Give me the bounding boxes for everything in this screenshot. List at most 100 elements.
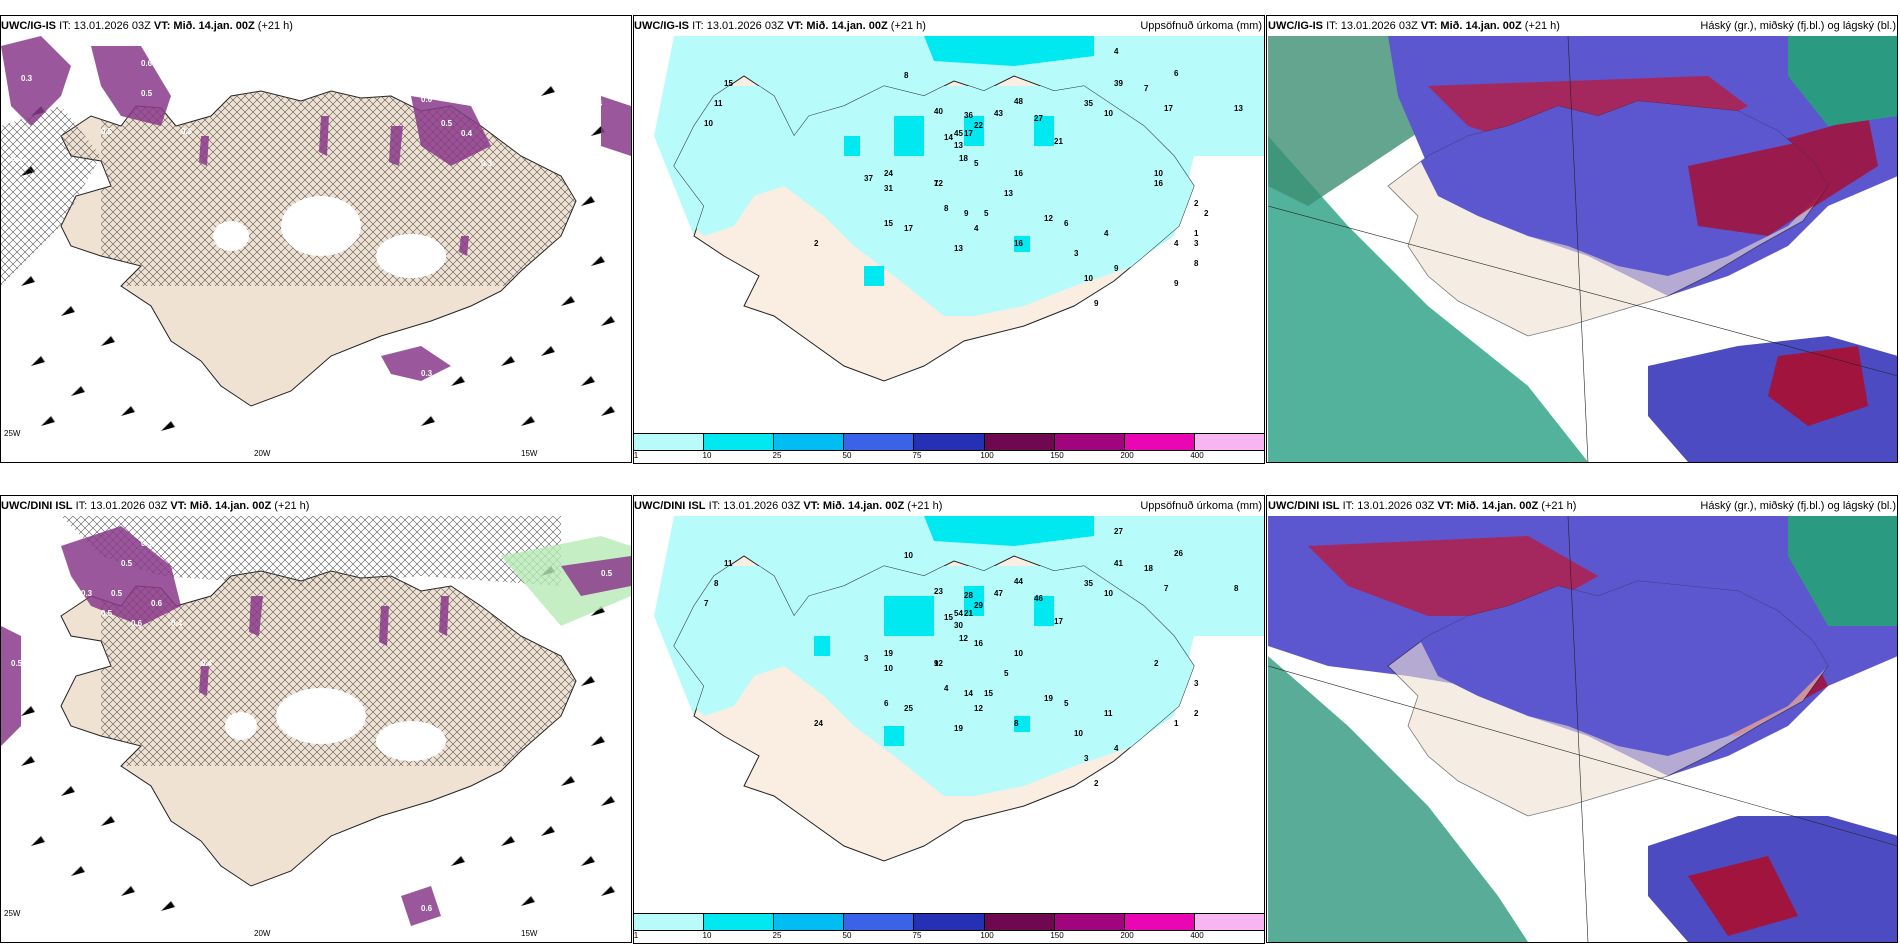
- map-value-label: 45: [954, 129, 963, 138]
- legend-swatch: [1124, 434, 1195, 450]
- map-value-label: 24: [814, 719, 823, 728]
- map-value-label: 0.6: [421, 904, 433, 913]
- map-value-label: 40: [934, 107, 943, 116]
- map-value-label: 5: [1064, 699, 1069, 708]
- map-value-label: 13: [954, 244, 963, 253]
- map-value-label: 35: [1084, 99, 1093, 108]
- map-value-label: 29: [974, 601, 983, 610]
- model-name: UWC/IG-IS: [1268, 20, 1323, 32]
- legend-tick: 50: [842, 451, 852, 460]
- valid-time: VT: Mið. 14.jan. 00Z: [803, 500, 905, 512]
- map-value-label: 9: [1114, 264, 1119, 273]
- map-value-label: 0.5: [101, 609, 113, 618]
- map-value-label: 46: [1034, 594, 1043, 603]
- map-value-label: 22: [974, 121, 983, 130]
- legend-tick: 75: [912, 451, 922, 460]
- map-value-label: 10: [1104, 109, 1113, 118]
- legend-swatch: [914, 914, 985, 930]
- legend-swatch: [1124, 914, 1195, 930]
- map-value-label: 10: [904, 551, 913, 560]
- map-value-label: 0.3: [81, 589, 93, 598]
- map-value-label: 2: [1194, 709, 1199, 718]
- init-time: IT: 13.01.2026 03Z: [59, 20, 151, 32]
- legend-bar: [633, 913, 1265, 931]
- map-value-label: 4: [1104, 229, 1109, 238]
- precip-legend-top: 1 10 25 50 75 100 150 200 400: [633, 433, 1265, 460]
- legend-tick: 10: [702, 451, 712, 460]
- map-value-label: 2: [1204, 209, 1209, 218]
- precip-panel-top: [633, 15, 1265, 464]
- panel-header-cloud-bottom: UWC/DINI ISL IT: 13.01.2026 03Z VT: Mið.…: [1268, 500, 1896, 512]
- map-value-label: 0.5: [391, 894, 403, 903]
- map-value-label: 0.5: [501, 99, 513, 108]
- legend-ticks: 1 10 25 50 75 100 150 200 400: [633, 931, 1265, 941]
- map-value-label: 14: [944, 133, 953, 142]
- map-value-label: 36: [964, 111, 973, 120]
- map-value-label: 0.3: [421, 369, 433, 378]
- legend-tick: 1: [633, 451, 639, 460]
- map-value-label: 15: [984, 689, 993, 698]
- lon-label-15w: 15W: [521, 929, 538, 938]
- map-value-label: 0.3: [181, 127, 193, 136]
- map-value-label: 0.4: [201, 659, 213, 668]
- field-title: Uppsöfnuð úrkoma (mm): [1140, 20, 1262, 32]
- map-value-label: 0.5: [601, 569, 613, 578]
- map-value-label: 3: [1194, 239, 1199, 248]
- map-value-label: 10: [1014, 649, 1023, 658]
- legend-swatch: [984, 914, 1055, 930]
- map-value-label: 35: [1084, 579, 1093, 588]
- valid-time: VT: Mið. 14.jan. 00Z: [153, 20, 255, 32]
- map-value-label: 18: [1144, 564, 1153, 573]
- map-value-label: 12: [1044, 214, 1053, 223]
- precip-panel-bottom: [633, 495, 1265, 944]
- map-value-label: 16: [1014, 239, 1023, 248]
- map-value-label: 16: [1154, 179, 1163, 188]
- map-value-label: 3: [1084, 754, 1089, 763]
- map-value-label: 0.5: [181, 589, 193, 598]
- model-name: UWC/IG-IS: [1, 20, 56, 32]
- map-value-label: 0.5: [141, 89, 153, 98]
- map-value-label: 0.5: [121, 559, 133, 568]
- lead-time: (+21 h): [907, 500, 943, 512]
- legend-swatch: [1054, 434, 1125, 450]
- cloud-map-top[interactable]: [1268, 36, 1898, 462]
- map-value-label: 6: [1064, 219, 1069, 228]
- map-value-label: 0.6: [541, 139, 553, 148]
- valid-time: VT: Mið. 14.jan. 00Z: [1420, 20, 1522, 32]
- map-value-label: 54: [954, 609, 963, 618]
- map-value-label: 8: [904, 71, 909, 80]
- map-value-label: 0.6: [151, 599, 163, 608]
- map-value-label: 18: [959, 154, 968, 163]
- precip-legend-bottom: 1 10 25 50 75 100 150 200 400: [633, 913, 1265, 941]
- map-value-label: 19: [954, 724, 963, 733]
- map-value-label: 12: [959, 634, 968, 643]
- legend-bar: [633, 433, 1265, 451]
- map-value-label: 0.6: [421, 95, 433, 104]
- legend-swatch: [704, 914, 775, 930]
- map-value-label: 2: [1154, 659, 1159, 668]
- map-value-label: 17: [1054, 617, 1063, 626]
- map-value-label: 7: [1164, 584, 1169, 593]
- wind-map-top[interactable]: 0.3 0.6 0.3 0.5 0.3 0.6 0.5 0.5 0.4 0.3 0.6 0.5 0.4 0…: [1, 36, 631, 462]
- legend-tick: 100: [980, 931, 994, 940]
- legend-tick: 400: [1190, 451, 1204, 460]
- map-value-label: 0.6: [131, 619, 143, 628]
- map-value-label: 8: [944, 204, 949, 213]
- map-value-label: 11: [1104, 709, 1113, 718]
- precip-patches: [1, 36, 631, 381]
- map-value-label: 0.4: [171, 619, 183, 628]
- init-time: IT: 13.01.2026 03Z: [75, 500, 168, 512]
- wind-map-bottom[interactable]: 0.5 0.3 0.5 0.6 0.4 0.3 0.5 0.6 0.5 0.3 0.4 0.5 0.5 1…: [1, 516, 631, 942]
- map-value-label: 4: [1114, 47, 1119, 56]
- map-value-label: 8: [1014, 719, 1019, 728]
- map-value-label: 10: [1154, 169, 1163, 178]
- map-value-label: 41: [1114, 559, 1123, 568]
- legend-tick: 25: [772, 931, 782, 940]
- legend-swatch: [1194, 434, 1264, 450]
- cloud-map-bottom[interactable]: [1268, 516, 1898, 942]
- lead-time: (+21 h): [1524, 20, 1560, 32]
- map-value-label: 8: [714, 579, 719, 588]
- wind-panel-bottom: [0, 495, 632, 943]
